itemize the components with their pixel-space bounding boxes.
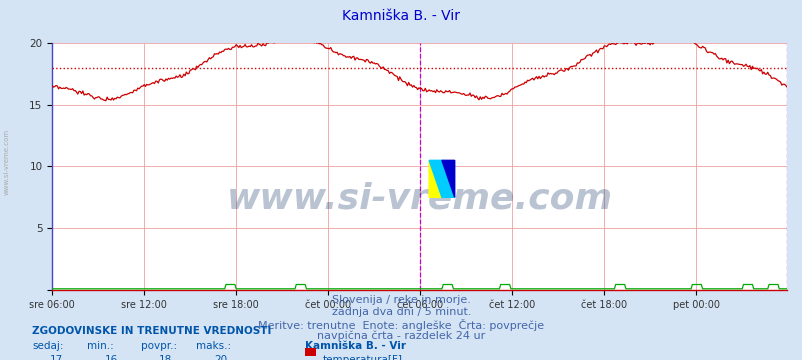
Text: ZGODOVINSKE IN TRENUTNE VREDNOSTI: ZGODOVINSKE IN TRENUTNE VREDNOSTI: [32, 326, 271, 336]
Text: navpična črta - razdelek 24 ur: navpična črta - razdelek 24 ur: [317, 331, 485, 341]
Text: 18: 18: [159, 355, 172, 360]
Polygon shape: [428, 160, 441, 197]
Text: zadnja dva dni / 5 minut.: zadnja dva dni / 5 minut.: [331, 307, 471, 317]
Text: 16: 16: [104, 355, 118, 360]
Text: sedaj:: sedaj:: [32, 341, 63, 351]
Text: 20: 20: [213, 355, 227, 360]
Text: maks.:: maks.:: [196, 341, 231, 351]
Text: Kamniška B. - Vir: Kamniška B. - Vir: [342, 9, 460, 23]
Polygon shape: [428, 160, 454, 197]
Text: povpr.:: povpr.:: [141, 341, 177, 351]
Text: Slovenija / reke in morje.: Slovenija / reke in morje.: [332, 295, 470, 305]
Text: Kamniška B. - Vir: Kamniška B. - Vir: [305, 341, 406, 351]
Text: 17: 17: [50, 355, 63, 360]
Text: www.si-vreme.com: www.si-vreme.com: [226, 181, 612, 216]
Text: min.:: min.:: [87, 341, 113, 351]
Text: Meritve: trenutne  Enote: angleške  Črta: povprečje: Meritve: trenutne Enote: angleške Črta: …: [258, 319, 544, 331]
Text: temperatura[F]: temperatura[F]: [322, 355, 403, 360]
Polygon shape: [441, 160, 454, 197]
Text: www.si-vreme.com: www.si-vreme.com: [3, 129, 10, 195]
